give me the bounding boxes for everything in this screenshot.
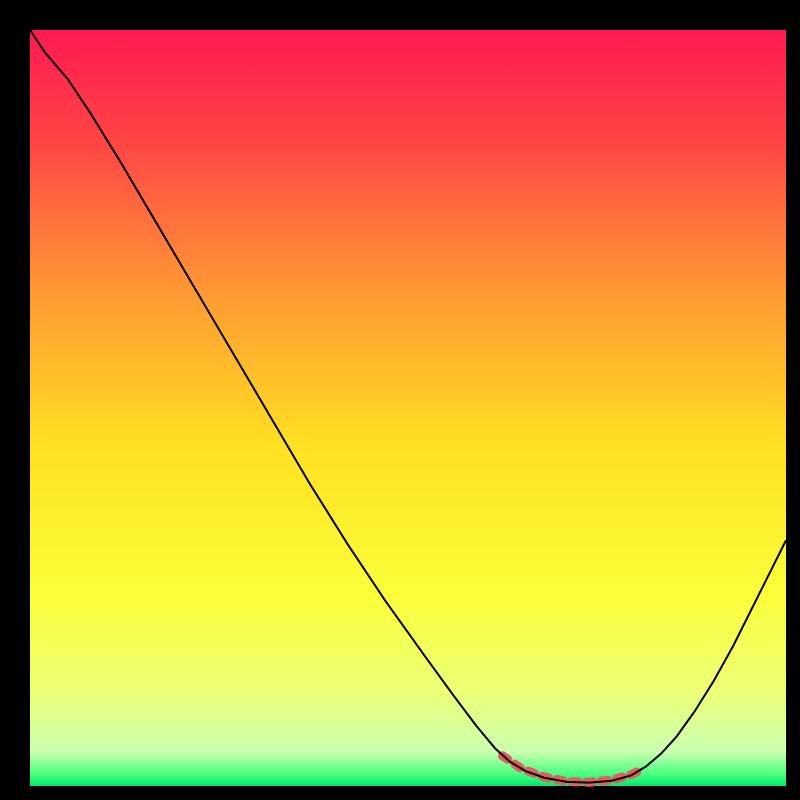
chart-canvas: TheBottlenecker.com	[0, 0, 800, 800]
bottleneck-curve-chart	[0, 0, 800, 800]
plot-background	[30, 30, 786, 786]
